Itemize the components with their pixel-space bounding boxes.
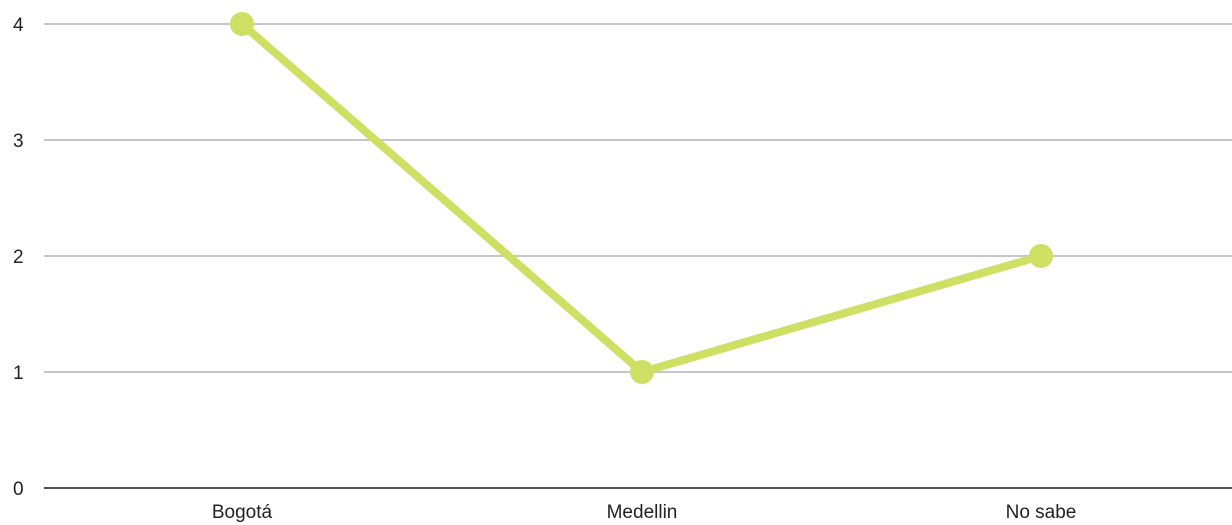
x-tick-label: Bogotá: [212, 502, 273, 523]
series-layer: [230, 12, 1053, 384]
y-tick-label: 0: [13, 479, 24, 500]
y-tick-label: 2: [13, 247, 24, 268]
y-axis-tick-labels: 0 1 2 3 4: [13, 15, 24, 500]
series-line: [238, 20, 1045, 376]
data-point: [230, 12, 254, 36]
y-tick-label: 1: [13, 363, 24, 384]
y-tick-label: 4: [13, 15, 24, 36]
gridlines: [44, 23, 1232, 489]
y-tick-label: 3: [13, 131, 24, 152]
data-point: [630, 360, 654, 384]
x-axis-tick-labels: Bogotá Medellin No sabe: [212, 502, 1077, 523]
data-point: [1029, 244, 1053, 268]
x-tick-label: Medellin: [607, 502, 678, 523]
x-tick-label: No sabe: [1006, 502, 1077, 523]
